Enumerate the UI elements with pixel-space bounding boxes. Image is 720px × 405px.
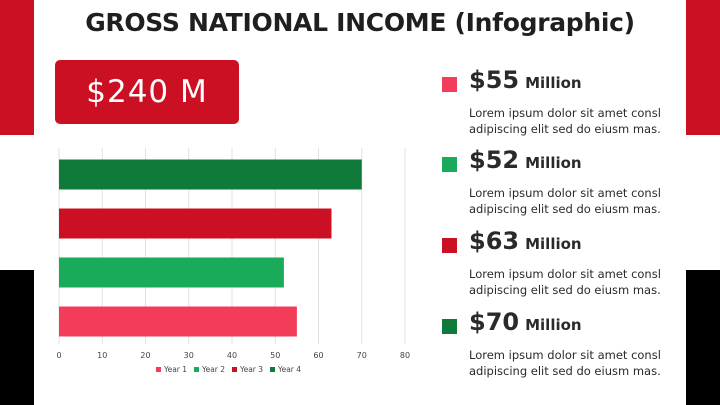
chart-x-tick-label: 40 [227,351,237,360]
stat-swatch [442,77,457,92]
chart-legend-swatch [194,367,199,372]
chart-legend-swatch [232,367,237,372]
decor-bar-black-right [686,270,720,405]
chart-bar [59,257,284,288]
stat-description: Lorem ipsum dolor sit amet consl adipisci… [469,348,661,378]
chart-legend-label: Year 4 [277,365,301,374]
stat-description: Lorem ipsum dolor sit amet consl adipisci… [469,267,661,297]
stat-description: Lorem ipsum dolor sit amet consl adipisci… [469,106,661,136]
chart-x-tick-label: 20 [140,351,150,360]
stat-swatch [442,238,457,253]
chart-x-tick-label: 0 [56,351,61,360]
chart-x-tick-label: 80 [400,351,410,360]
chart-bar [59,159,362,190]
chart-x-tick-label: 60 [313,351,323,360]
decor-bar-black-left [0,270,34,405]
chart-bar [59,208,332,239]
chart-x-tick-label: 70 [357,351,367,360]
chart-x-ticks: 0 10 20 30 40 50 60 70 80 [56,351,410,360]
chart-legend-swatch [270,367,275,372]
decor-bar-red-left [0,0,34,135]
chart-legend: Year 1 Year 2 Year 3 Year 4 [156,365,301,374]
stat-value: $55 Million [469,66,582,94]
stat-swatch [442,157,457,172]
income-bar-chart: 0 10 20 30 40 50 60 70 80 Year 1 Year 2 Year 3 Year… [56,148,410,374]
chart-x-tick-label: 50 [270,351,280,360]
page-title: GROSS NATIONAL INCOME (Infographic) [85,8,635,37]
chart-legend-label: Year 1 [163,365,187,374]
chart-x-tick-label: 10 [97,351,107,360]
chart-x-tick-label: 30 [184,351,194,360]
decor-bar-red-right [686,0,720,135]
stat-value: $52 Million [469,146,582,174]
chart-legend-label: Year 3 [239,365,263,374]
stat-value: $70 Million [469,308,582,336]
chart-legend-swatch [156,367,161,372]
chart-legend-label: Year 2 [201,365,225,374]
chart-bar [59,306,297,337]
stat-swatch [442,319,457,334]
chart-bars [59,159,362,337]
total-income-badge: $240 M [55,60,239,124]
stat-value: $63 Million [469,227,582,255]
stat-description: Lorem ipsum dolor sit amet consl adipisci… [469,186,661,216]
